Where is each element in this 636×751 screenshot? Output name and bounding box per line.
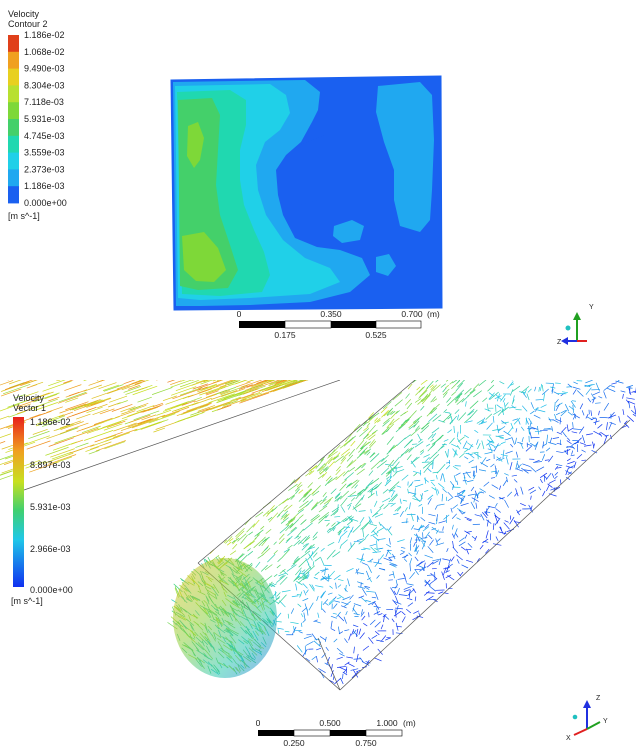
- contour-legend-level: 1.068e-02: [24, 47, 65, 57]
- contour-scale-label-175: 0.175: [274, 330, 296, 340]
- vector-canvas: Velocity Vector 1 1.186e-02 8.897e-03 5.…: [0, 380, 636, 748]
- vector-scale-unit: (m): [403, 718, 416, 728]
- contour-axis-triad-icon: Y Z: [557, 304, 594, 346]
- contour-legend-band: [8, 51, 19, 69]
- contour-plot: [170, 75, 443, 311]
- contour-legend-band: [8, 186, 19, 204]
- vector-scale-label-750: 0.750: [355, 738, 377, 748]
- vector-legend-title-2: Vector 1: [13, 403, 46, 413]
- vector-legend-colorbar: [13, 417, 24, 587]
- contour-legend-unit: [m s^-1]: [8, 211, 40, 221]
- contour-scale-unit: (m): [427, 309, 440, 319]
- contour-legend-band: [8, 152, 19, 170]
- vector-scale-bar: 0 0.500 1.000 (m) 0.250 0.750: [256, 718, 416, 748]
- scale-segment: [365, 729, 403, 737]
- contour-scale-label-700: 0.700: [401, 309, 423, 319]
- contour-hotspot-lower: [182, 232, 226, 282]
- vector-legend-level-4: 0.000e+00: [30, 585, 73, 595]
- scale-segment: [284, 320, 332, 329]
- contour-scale-label-350: 0.350: [320, 309, 342, 319]
- vector-legend-unit: [m s^-1]: [11, 596, 43, 606]
- scale-segment: [375, 320, 422, 329]
- contour-triad-z: Z: [557, 339, 562, 346]
- velocity-contour-panel: Velocity Contour 2 1.186e-02 1.068e-02 9.4…: [0, 0, 636, 375]
- contour-legend-level: 8.304e-03: [24, 80, 65, 90]
- vector-legend: Velocity Vector 1 1.186e-02 8.897e-03 5.…: [11, 393, 73, 606]
- contour-legend: Velocity Contour 2 1.186e-02 1.068e-02 9.4…: [8, 9, 67, 221]
- vector-axis-triad-icon: Z Y X: [566, 695, 608, 742]
- vector-scale-label-500: 0.500: [319, 718, 341, 728]
- vector-legend-title-1: Velocity: [13, 393, 45, 403]
- contour-island-1: [333, 220, 364, 243]
- vector-scale-label-0: 0: [256, 718, 261, 728]
- contour-legend-title-2: Contour 2: [8, 19, 48, 29]
- scale-segment: [258, 730, 294, 736]
- contour-legend-band: [8, 169, 19, 187]
- velocity-vector-panel: Velocity Vector 1 1.186e-02 8.897e-03 5.…: [0, 380, 636, 751]
- contour-scale-label-525: 0.525: [365, 330, 387, 340]
- contour-legend-band: [8, 119, 19, 137]
- contour-legend-band: [8, 102, 19, 120]
- contour-legend-level: 3.559e-03: [24, 148, 65, 158]
- contour-island-2: [376, 254, 396, 276]
- scale-segment: [330, 730, 366, 736]
- contour-legend-level: 1.186e-02: [24, 30, 65, 40]
- vector-triad-z: Z: [596, 695, 601, 702]
- contour-canvas: Velocity Contour 2 1.186e-02 1.068e-02 9.4…: [8, 9, 594, 346]
- vector-field-upper: [0, 380, 316, 480]
- vector-triad-x: X: [566, 735, 571, 742]
- contour-legend-level: 1.186e-03: [24, 181, 65, 191]
- scale-segment: [239, 321, 285, 328]
- contour-legend-level: 7.118e-03: [24, 97, 64, 107]
- vector-scale-label-250: 0.250: [283, 738, 305, 748]
- contour-right-band: [376, 82, 434, 232]
- vector-legend-level-3: 2.966e-03: [30, 544, 71, 554]
- contour-legend-level: 4.745e-03: [24, 131, 65, 141]
- contour-low-region: [290, 135, 350, 205]
- contour-legend-level: 9.490e-03: [24, 64, 65, 74]
- contour-scale-label-0: 0: [237, 309, 242, 319]
- vector-legend-level-0: 1.186e-02: [30, 417, 71, 427]
- contour-legend-band: [8, 35, 19, 53]
- contour-legend-band: [8, 68, 19, 86]
- contour-hotspot-upper: [187, 122, 204, 168]
- vector-triad-y: Y: [603, 718, 608, 725]
- contour-legend-level: 0.000e+00: [24, 198, 67, 208]
- contour-legend-level: 5.931e-03: [24, 114, 65, 124]
- vector-scale-label-1000: 1.000: [376, 718, 398, 728]
- contour-legend-title-1: Velocity: [8, 9, 40, 19]
- contour-legend-band: [8, 135, 19, 153]
- contour-scale-bar: 0 0.350 0.700 (m) 0.175 0.525: [237, 309, 440, 340]
- scale-segment: [331, 321, 376, 328]
- contour-triad-y: Y: [589, 304, 594, 311]
- contour-legend-band: [8, 85, 19, 103]
- vector-legend-level-2: 5.931e-03: [30, 502, 71, 512]
- vector-legend-level-1: 8.897e-03: [30, 460, 71, 470]
- vector-inlet-face: [173, 558, 277, 678]
- scale-segment: [293, 729, 331, 737]
- contour-legend-level: 2.373e-03: [24, 164, 65, 174]
